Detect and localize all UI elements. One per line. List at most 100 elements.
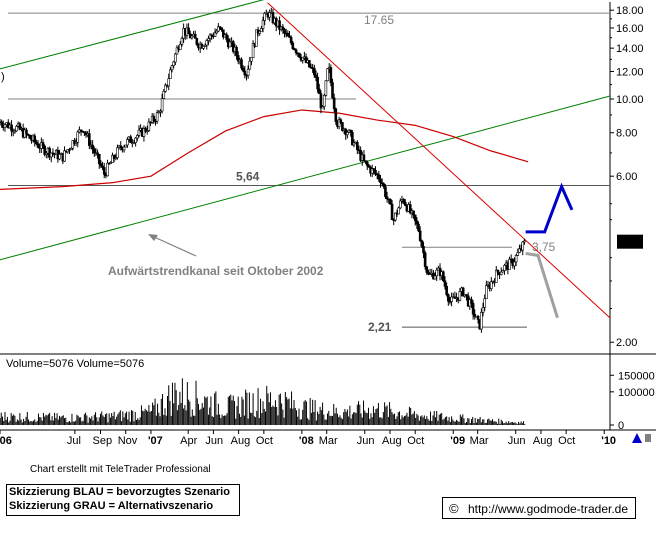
legend-grey-scenario: Skizzierung GRAU = Alternativszenario	[9, 500, 214, 512]
price-candle-body	[458, 291, 462, 301]
price-candle-body	[384, 186, 387, 198]
price-candle-body	[147, 121, 151, 131]
time-tick-label: '07	[148, 435, 163, 447]
price-candle-body	[180, 37, 184, 45]
price-candle-body	[251, 43, 255, 59]
price-candle-body	[69, 147, 73, 151]
time-tick-label: '06	[0, 435, 12, 447]
price-candle-body	[291, 42, 295, 49]
price-candle-body	[362, 154, 366, 161]
price-candle-body	[258, 30, 262, 34]
price-candle-body	[124, 144, 128, 148]
price-candle-body	[43, 145, 46, 155]
price-candle-body	[112, 155, 116, 159]
price-candle-body	[155, 112, 159, 122]
price-candle-body	[481, 306, 485, 313]
price-candle-body	[246, 68, 250, 76]
price-candle-body	[10, 124, 13, 132]
scenario-legend: Skizzierung BLAU = bevorzugtes Szenario …	[6, 484, 240, 516]
price-candle-body	[503, 265, 506, 271]
time-tick-label: Sep	[92, 435, 112, 447]
scenario-grey-line	[525, 251, 559, 319]
price-candle-body	[331, 82, 334, 99]
annotation-arrowhead	[148, 234, 158, 241]
price-candle-body	[49, 152, 53, 158]
time-scroll-icon-shape[interactable]	[632, 433, 642, 443]
price-tick-label: 10.00	[616, 94, 644, 106]
price-candle-body	[341, 122, 344, 131]
time-scroll-icon-handle[interactable]	[645, 434, 651, 442]
price-candle-body	[445, 286, 448, 295]
price-tick-label: 12.00	[616, 66, 644, 78]
time-tick-label: '10	[601, 435, 616, 447]
price-candle-body	[380, 182, 384, 185]
price-candle-body	[304, 56, 308, 63]
time-tick-label: '09	[450, 435, 465, 447]
price-candle-body	[225, 34, 228, 40]
time-tick-label: Oct	[256, 435, 273, 447]
price-candle-body	[268, 12, 271, 18]
price-candle-body	[213, 32, 217, 37]
price-candle-body	[144, 128, 147, 132]
price-candle-body	[521, 241, 525, 251]
price-candle-body	[425, 266, 429, 273]
channel-lower-line	[0, 95, 611, 261]
price-candle-body	[175, 47, 179, 55]
price-candle-body	[322, 95, 326, 107]
price-tick-label: 14.00	[616, 43, 644, 55]
price-candle-body	[470, 299, 473, 304]
price-candle-body	[114, 157, 118, 159]
price-candle-body	[374, 170, 377, 175]
price-candle-body	[382, 183, 386, 187]
price-candle-body	[433, 275, 437, 280]
current-value-badge	[617, 234, 643, 249]
left-edge-marker: )	[1, 71, 5, 83]
price-candle-body	[25, 129, 28, 135]
price-candle-body	[28, 134, 32, 139]
price-candle-body	[471, 303, 475, 315]
website-url[interactable]: http://www.godmode-trader.de	[467, 501, 629, 516]
time-scroll-icon[interactable]	[632, 433, 651, 443]
price-candle-body	[313, 67, 316, 76]
price-candle-body	[215, 30, 219, 34]
website-link[interactable]: © http://www.godmode-trader.de	[442, 497, 636, 519]
volume-label: Volume=5076 Volume=5076	[6, 358, 144, 370]
price-candle-body	[412, 210, 415, 216]
price-candle-body	[377, 174, 381, 180]
price-candle-body	[326, 68, 329, 82]
price-candle-body	[207, 38, 210, 41]
price-candle-body	[132, 142, 136, 144]
copyright-icon: ©	[449, 500, 459, 516]
price-candle-body	[231, 41, 235, 52]
price-candle-body	[423, 252, 427, 267]
price-candle-body	[473, 313, 477, 317]
price-candle-body	[413, 214, 417, 222]
price-candle-body	[142, 128, 146, 137]
time-tick-label: Jun	[508, 435, 526, 447]
price-candle-body	[222, 29, 225, 38]
scenario-blue-line	[525, 182, 574, 234]
price-candle-body	[106, 162, 109, 177]
level-label: 5,64	[236, 170, 260, 184]
price-candle-body	[281, 26, 285, 30]
price-tick-label: 6.00	[616, 171, 637, 183]
price-candle-body	[157, 111, 161, 114]
price-candle-body	[129, 136, 132, 144]
annotation-arrow	[151, 235, 197, 257]
price-candle-body	[356, 141, 359, 151]
price-candle-body	[174, 53, 177, 63]
volume-tick-label: 150000	[618, 370, 655, 382]
price-candle-body	[351, 131, 354, 146]
time-tick-label: Nov	[118, 435, 138, 447]
price-candle-body	[319, 93, 323, 109]
price-candle-body	[403, 202, 407, 206]
time-tick-label: Mar	[470, 435, 489, 447]
price-candle-body	[417, 223, 420, 232]
level-label: 2,21	[368, 320, 392, 334]
price-candle-body	[389, 199, 392, 205]
price-candle-body	[15, 126, 18, 132]
price-tick-label: 16.00	[616, 23, 644, 35]
price-candle-body	[496, 269, 500, 273]
volume-panel: Volume=5076 Volume=5076 150000 100000 0	[0, 358, 656, 432]
price-candle-body	[372, 168, 376, 171]
